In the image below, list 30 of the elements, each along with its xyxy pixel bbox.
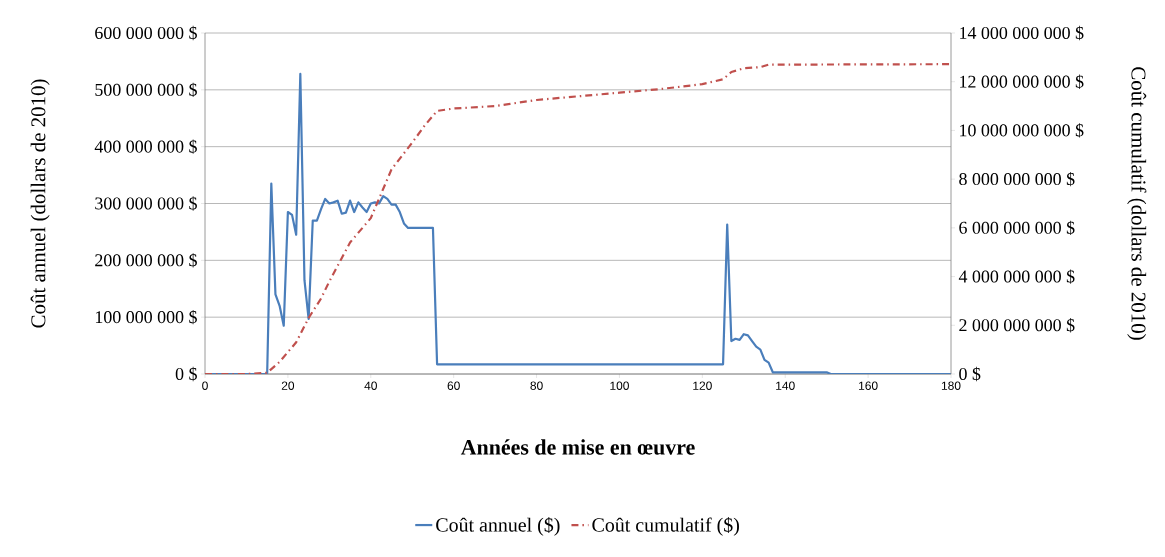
- y2-tick-label: 6 000 000 000 $: [959, 220, 1075, 236]
- y-tick-label: 200 000 000 $: [95, 253, 197, 268]
- y2-tick-label: 2 000 000 000 $: [959, 318, 1075, 333]
- y2-tick-label: 0 $: [959, 366, 981, 382]
- y2-tick-label: 4 000 000 000 $: [958, 269, 1075, 284]
- y-axis-title: Coût annuel (dollars de 2010): [30, 79, 50, 328]
- x-tick-label: 60: [447, 381, 460, 390]
- y-tick-label: 0 $: [175, 366, 197, 382]
- legend-label: Coût annuel ($): [436, 517, 560, 536]
- x-tick-label: 180: [941, 381, 961, 390]
- y-tick-label: 500 000 000 $: [95, 82, 197, 98]
- x-axis-title: Années de mise en œuvre: [460, 439, 695, 455]
- x-tick-label: 20: [281, 381, 295, 390]
- x-tick-label: 80: [530, 381, 543, 390]
- x-tick-label: 40: [364, 381, 377, 390]
- y-tick-label: 600 000 000 $: [95, 25, 197, 41]
- x-tick-label: 140: [776, 381, 795, 390]
- x-tick-label: 100: [610, 381, 629, 390]
- y-tick-label: 300 000 000 $: [95, 196, 197, 211]
- y2-tick-label: 12 000 000 000 $: [960, 74, 1084, 89]
- y2-tick-label: 10 000 000 000 $: [960, 123, 1084, 138]
- y-tick-label: 400 000 000 $: [94, 139, 197, 154]
- legend-label: Coût cumulatif ($): [592, 517, 739, 536]
- y-tick-label: 100 000 000 $: [95, 309, 197, 325]
- y2-tick-label: 8 000 000 000 $: [959, 171, 1075, 187]
- x-tick-label: 0: [202, 381, 208, 390]
- y2-tick-label: 14 000 000 000 $: [960, 25, 1084, 41]
- x-tick-label: 160: [859, 381, 878, 390]
- x-tick-label: 120: [693, 381, 712, 390]
- y2-axis-title: Coût cumulatif (dollars de 2010): [1127, 67, 1147, 340]
